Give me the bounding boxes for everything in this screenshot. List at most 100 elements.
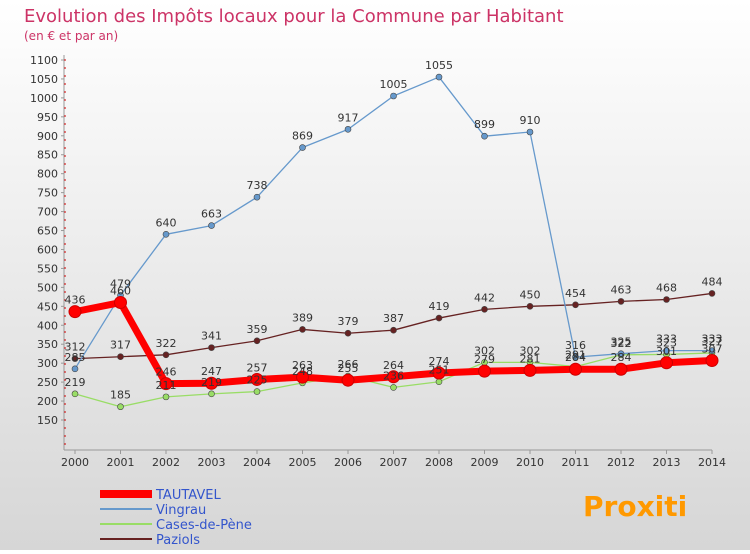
data-point bbox=[435, 314, 443, 322]
data-label: 484 bbox=[702, 275, 723, 288]
legend-label: TAUTAVEL bbox=[155, 488, 221, 503]
data-point bbox=[296, 370, 309, 384]
x-tick-label: 2001 bbox=[107, 456, 135, 469]
data-point bbox=[341, 373, 355, 387]
legend-label: Cases-de-Pène bbox=[156, 518, 252, 533]
data-label: 389 bbox=[292, 311, 313, 324]
data-point bbox=[344, 126, 352, 133]
x-tick-label: 2008 bbox=[425, 456, 453, 469]
data-label: 910 bbox=[520, 114, 541, 127]
data-label: 463 bbox=[611, 283, 632, 296]
data-point bbox=[71, 390, 79, 398]
data-point bbox=[299, 326, 306, 333]
x-tick-label: 2012 bbox=[607, 456, 635, 469]
data-point bbox=[162, 351, 170, 359]
data-label: 738 bbox=[247, 179, 268, 192]
data-point bbox=[481, 306, 488, 313]
data-label: 274 bbox=[429, 355, 450, 368]
data-label: 248 bbox=[292, 365, 313, 378]
data-label: 325 bbox=[611, 336, 632, 349]
data-point bbox=[390, 326, 397, 334]
data-label: 219 bbox=[65, 376, 86, 389]
data-point bbox=[481, 132, 488, 140]
data-label: 450 bbox=[520, 288, 541, 301]
data-point bbox=[617, 350, 625, 357]
data-point bbox=[708, 347, 716, 354]
svg-text:Proxiti: Proxiti bbox=[583, 490, 687, 523]
data-label: 281 bbox=[520, 352, 541, 365]
data-label: 291 bbox=[565, 349, 586, 362]
data-point bbox=[663, 296, 670, 303]
x-tick-label: 2006 bbox=[334, 456, 362, 469]
data-point bbox=[253, 388, 261, 395]
data-label: 323 bbox=[656, 336, 677, 349]
y-tick-label: 400 bbox=[37, 319, 58, 332]
data-point bbox=[344, 329, 352, 337]
data-label: 236 bbox=[383, 369, 404, 382]
data-label: 899 bbox=[474, 118, 495, 131]
data-label: 247 bbox=[201, 365, 222, 378]
data-label: 307 bbox=[702, 343, 723, 356]
data-point bbox=[526, 303, 534, 310]
y-tick-label: 350 bbox=[37, 338, 58, 351]
y-tick-label: 750 bbox=[37, 187, 58, 200]
x-tick-label: 2014 bbox=[698, 456, 726, 469]
y-tick-label: 800 bbox=[37, 168, 58, 181]
x-tick-label: 2004 bbox=[243, 456, 271, 469]
data-point bbox=[478, 364, 491, 378]
y-tick-label: 1000 bbox=[30, 92, 58, 105]
data-point bbox=[162, 231, 170, 238]
data-point bbox=[205, 376, 218, 390]
data-label: 284 bbox=[611, 351, 632, 364]
y-tick-label: 1050 bbox=[30, 73, 58, 86]
data-label: 359 bbox=[247, 323, 268, 336]
data-label: 246 bbox=[156, 366, 177, 379]
data-point bbox=[572, 301, 579, 309]
y-tick-label: 950 bbox=[37, 111, 58, 124]
data-point bbox=[117, 353, 124, 361]
data-label: 341 bbox=[201, 330, 222, 343]
y-tick-label: 700 bbox=[37, 206, 58, 219]
data-label: 379 bbox=[338, 315, 359, 328]
data-point bbox=[390, 92, 397, 100]
data-point bbox=[71, 355, 79, 362]
data-label: 322 bbox=[156, 337, 177, 350]
data-label: 312 bbox=[65, 341, 86, 354]
data-label: 316 bbox=[565, 339, 586, 352]
data-label: 302 bbox=[474, 344, 495, 357]
data-point bbox=[660, 356, 673, 370]
x-tick-label: 2013 bbox=[653, 456, 681, 469]
legend-label: Paziols bbox=[156, 533, 200, 548]
data-label: 264 bbox=[383, 359, 404, 372]
data-label: 317 bbox=[110, 339, 131, 352]
data-label: 279 bbox=[474, 353, 495, 366]
data-label: 285 bbox=[65, 351, 86, 364]
y-tick-label: 300 bbox=[37, 357, 58, 370]
data-point bbox=[523, 363, 537, 377]
data-label: 263 bbox=[292, 359, 313, 372]
x-tick-label: 2010 bbox=[516, 456, 544, 469]
data-point bbox=[68, 305, 82, 319]
data-label: 211 bbox=[156, 379, 177, 392]
data-point bbox=[208, 222, 215, 229]
data-label: 1055 bbox=[425, 59, 453, 72]
data-label: 257 bbox=[247, 361, 268, 374]
data-point bbox=[253, 337, 261, 345]
data-label: 479 bbox=[110, 277, 131, 290]
y-tick-label: 550 bbox=[37, 262, 58, 275]
data-point bbox=[208, 390, 215, 398]
data-point bbox=[435, 378, 443, 386]
data-label: 327 bbox=[702, 335, 723, 348]
y-tick-label: 150 bbox=[37, 414, 58, 427]
data-point bbox=[390, 384, 397, 391]
data-point bbox=[708, 290, 716, 297]
data-point bbox=[432, 366, 446, 380]
data-label: 419 bbox=[429, 300, 450, 313]
data-label: 225 bbox=[247, 374, 268, 387]
data-point bbox=[162, 393, 170, 401]
data-label: 640 bbox=[156, 216, 177, 229]
data-label: 333 bbox=[656, 333, 677, 346]
